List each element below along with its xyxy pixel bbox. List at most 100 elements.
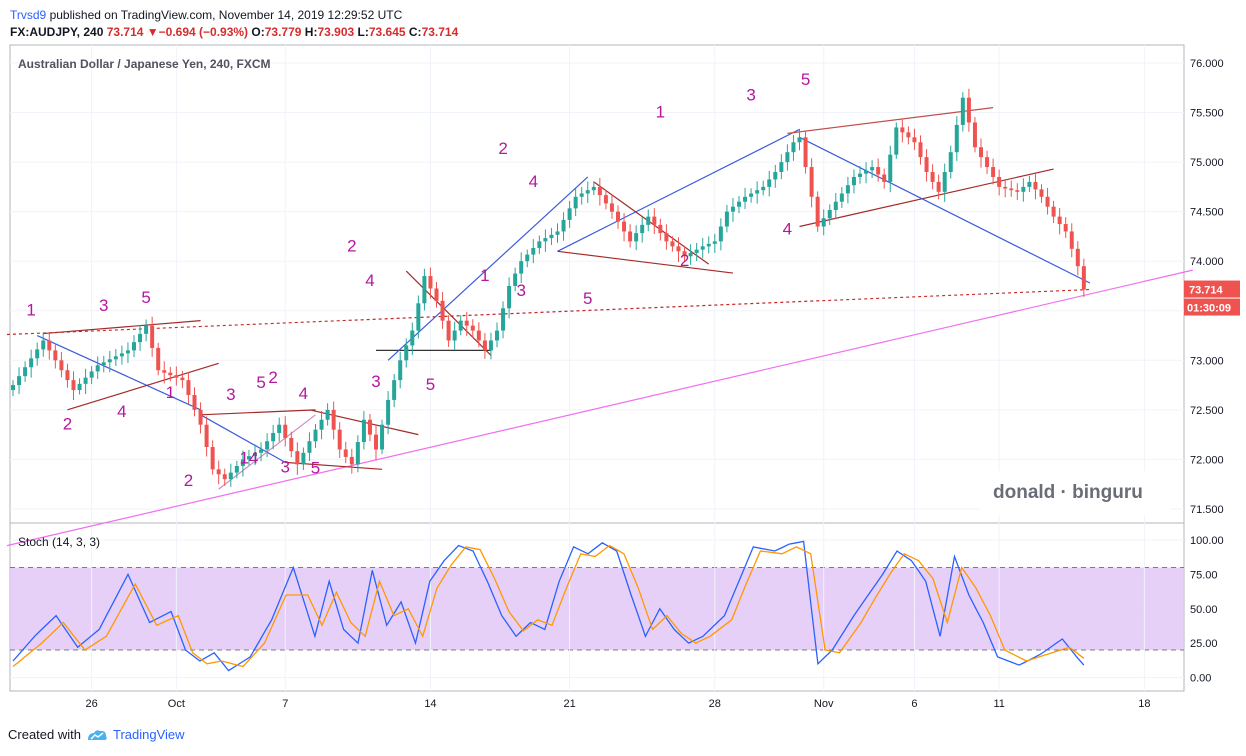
footer: Created with TradingView xyxy=(8,727,185,742)
wave-label: 4 xyxy=(117,402,126,421)
candle-body xyxy=(640,224,645,234)
triangle-line xyxy=(557,250,734,274)
candle-body xyxy=(216,469,221,475)
tradingview-link[interactable]: TradingView xyxy=(112,727,185,742)
candle-body xyxy=(77,383,82,391)
candle-body xyxy=(119,353,124,357)
candle-body xyxy=(712,241,717,244)
candle-body xyxy=(912,137,917,143)
wave-label: 5 xyxy=(583,289,592,308)
triangle-line xyxy=(285,461,383,470)
candle-body xyxy=(495,330,499,341)
candle-body xyxy=(374,434,378,450)
candle-body xyxy=(452,330,457,341)
candle-body xyxy=(434,288,439,301)
candle-body xyxy=(464,320,469,326)
wave-label: 4 xyxy=(365,271,374,290)
candle-body xyxy=(95,365,100,372)
candle-body xyxy=(380,424,385,450)
candle-body xyxy=(628,231,633,242)
time-tick-label: 28 xyxy=(709,698,721,710)
candle-body xyxy=(954,124,959,153)
candle-body xyxy=(240,459,245,467)
wave-label: 5 xyxy=(256,373,265,392)
candle-body xyxy=(1081,266,1086,290)
wave-label: 5 xyxy=(801,70,810,89)
stoch-tick-label: 75.00 xyxy=(1190,569,1218,581)
time-tick-label: 6 xyxy=(911,698,917,710)
candle-body xyxy=(888,154,893,182)
wave-label: 1 xyxy=(26,301,35,320)
candle-body xyxy=(416,303,421,331)
candle-body xyxy=(144,325,149,334)
price-tick-label: 73.000 xyxy=(1190,355,1224,367)
time-tick-label: 26 xyxy=(86,698,98,710)
candle-body xyxy=(11,385,15,391)
down-arrow-icon: ▼ xyxy=(146,25,159,39)
candle-body xyxy=(567,208,572,220)
trendline-long-term xyxy=(6,269,1193,547)
wave-label: 2 xyxy=(347,236,356,255)
candle-body xyxy=(337,429,342,450)
candle-body xyxy=(513,273,518,286)
candle-body xyxy=(894,127,899,155)
candle-body xyxy=(936,181,941,192)
price-tick-label: 74.500 xyxy=(1190,207,1224,219)
candle-body xyxy=(997,176,1002,187)
candle-body xyxy=(113,356,118,360)
candle-body xyxy=(259,449,264,453)
high-label: H: xyxy=(304,25,318,39)
candle-body xyxy=(343,449,348,457)
open-label: O: xyxy=(251,25,265,39)
candle-body xyxy=(603,195,608,204)
candle-body xyxy=(156,347,161,371)
countdown-box xyxy=(1184,298,1240,316)
channel-lower xyxy=(799,168,1054,228)
candle-body xyxy=(271,432,276,442)
candle-body xyxy=(803,137,808,168)
candle-body xyxy=(543,238,548,242)
candle-body xyxy=(779,162,784,173)
candle-body xyxy=(972,122,977,148)
wave-label: 4 xyxy=(783,219,792,238)
candle-body xyxy=(882,174,887,182)
candle-body xyxy=(349,456,354,465)
stoch-k-line xyxy=(12,540,1085,672)
candle-body xyxy=(870,167,875,171)
candle-body xyxy=(168,372,173,376)
candle-body xyxy=(53,350,58,361)
candle-body xyxy=(1051,206,1056,217)
candle-body xyxy=(706,243,711,247)
candle-body xyxy=(1009,188,1014,191)
candle-body xyxy=(204,424,209,448)
wave-line xyxy=(200,414,286,463)
candle-body xyxy=(458,320,463,331)
candle-body xyxy=(876,167,881,175)
candle-body xyxy=(150,325,155,348)
wave-label: 4 xyxy=(299,384,308,403)
publisher-name[interactable]: Trvsd9 xyxy=(10,8,47,22)
candle-body xyxy=(210,447,215,470)
candle-body xyxy=(1015,190,1020,192)
candle-body xyxy=(682,251,687,257)
candle-body xyxy=(948,152,953,173)
candle-body xyxy=(41,340,46,350)
channel-lower xyxy=(67,362,219,411)
candle-body xyxy=(222,474,227,480)
candle-body xyxy=(1075,248,1080,267)
time-tick-label: 21 xyxy=(563,698,575,710)
candle-body xyxy=(234,466,239,473)
candle-body xyxy=(307,441,312,453)
candle-body xyxy=(622,221,627,232)
candle-body xyxy=(1003,186,1008,189)
candle-body xyxy=(125,350,130,354)
candle-body xyxy=(35,349,40,359)
triangle-line xyxy=(593,181,710,265)
candle-body xyxy=(355,442,360,465)
candle-body xyxy=(132,342,136,351)
publish-info: Trvsd9 published on TradingView.com, Nov… xyxy=(10,8,402,22)
candle-body xyxy=(724,211,729,227)
candle-body xyxy=(331,409,336,430)
candle-body xyxy=(519,261,524,274)
candle-body xyxy=(404,345,409,361)
